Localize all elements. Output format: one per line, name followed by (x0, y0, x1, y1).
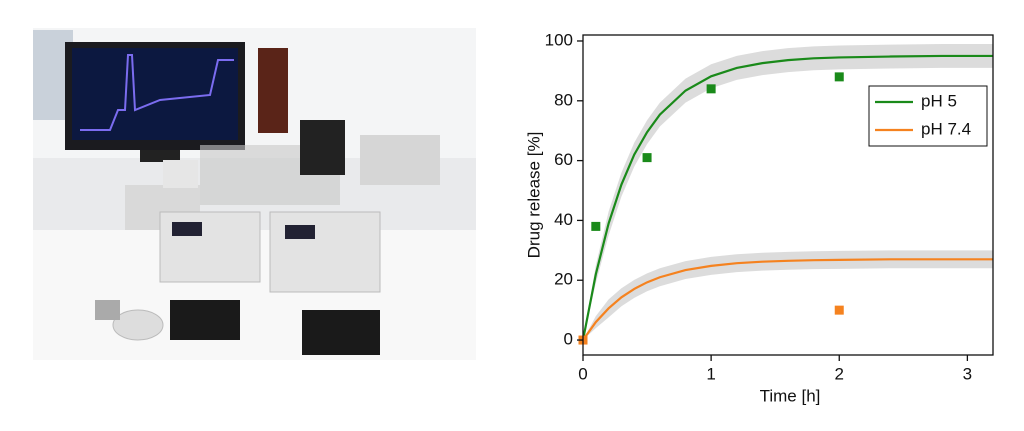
line (581, 54, 993, 341)
y-tick-label: 60 (554, 150, 573, 169)
x-tick-label: 3 (963, 364, 972, 383)
x-tick-label: 1 (706, 364, 715, 383)
y-tick-label: 40 (554, 210, 573, 229)
data-point (834, 305, 844, 315)
y-tick-label: 0 (564, 330, 573, 349)
legend-label: pH 5 (921, 91, 957, 110)
x-axis-label: Time [h] (760, 386, 821, 405)
data-point (642, 153, 652, 163)
y-tick-label: 80 (554, 90, 573, 109)
y-tick-label: 20 (554, 270, 573, 289)
plot-frame (582, 34, 994, 356)
data-point (591, 221, 601, 231)
legend-label: pH 7.4 (921, 119, 971, 138)
x-tick-label: 0 (578, 364, 587, 383)
lab-photo (33, 28, 476, 360)
data-point (834, 72, 844, 82)
y-axis-label: Drug release [%] (524, 132, 543, 259)
line (582, 258, 993, 341)
data-point (706, 84, 716, 94)
legend-box (868, 85, 988, 147)
x-tick-label: 2 (835, 364, 844, 383)
error-band (583, 250, 993, 341)
y-tick-label: 100 (545, 30, 573, 49)
